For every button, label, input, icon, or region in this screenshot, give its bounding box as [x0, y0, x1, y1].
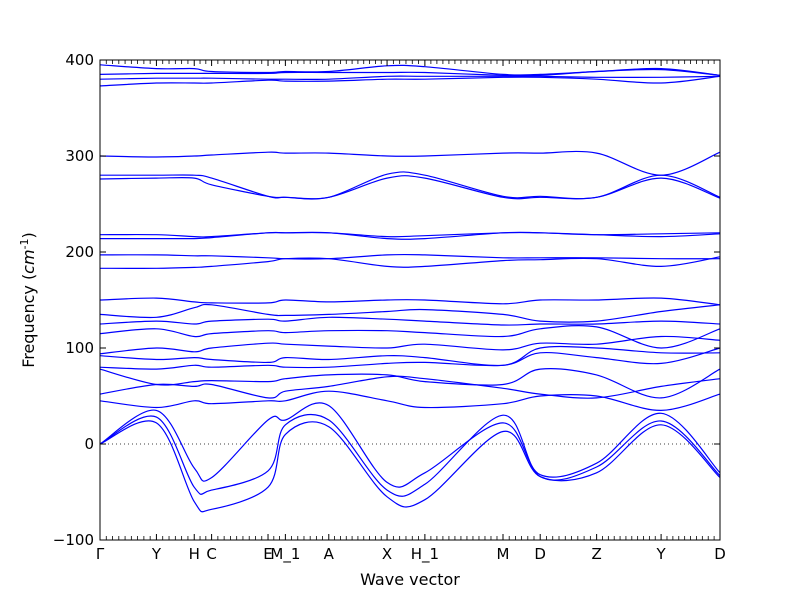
y-ticks: −100 0 100 200 300 400 — [53, 51, 720, 549]
band-7 — [99, 347, 721, 370]
band-3 — [99, 402, 721, 488]
x-tick-label: M — [497, 545, 510, 563]
plot-frame — [99, 59, 721, 541]
x-axis-label: Wave vector — [360, 570, 460, 589]
x-tick-label: A — [324, 545, 335, 563]
band-14 — [99, 256, 721, 269]
band-1 — [99, 420, 721, 513]
x-tick-label: X — [382, 545, 392, 563]
band-24 — [99, 64, 721, 76]
x-ticks: Γ Y H C EM_1 A X H_1 M D Z Y D — [96, 60, 726, 564]
x-tick-label: M_1 — [270, 545, 300, 564]
x-tick-label: D — [714, 545, 726, 563]
band-8 — [99, 345, 721, 367]
band-22 — [99, 75, 721, 81]
band-10 — [99, 325, 721, 349]
y-tick-label: 200 — [65, 243, 94, 261]
band-12 — [99, 303, 721, 323]
band-9 — [99, 335, 721, 355]
x-tick-label: H — [189, 545, 200, 563]
band-19 — [100, 171, 721, 200]
band-5 — [99, 375, 721, 399]
x-tick-label: Γ — [96, 545, 105, 563]
band-13 — [99, 297, 721, 306]
y-axis-label: Frequency (cm-1) — [18, 232, 39, 368]
x-tick-label: Y — [151, 545, 162, 563]
y-tick-label: 100 — [65, 339, 94, 357]
band-21 — [99, 75, 721, 87]
band-20 — [99, 150, 721, 176]
band-17 — [99, 231, 721, 238]
x-tick-label: E — [263, 545, 272, 563]
band-4 — [99, 390, 721, 412]
band-15 — [99, 253, 721, 260]
band-2 — [99, 413, 721, 497]
x-tick-label: H_1 — [411, 545, 439, 564]
x-tick-label: D — [534, 545, 546, 563]
x-tick-label: C — [206, 545, 216, 563]
y-tick-label: 400 — [65, 51, 94, 69]
x-tick-label: Y — [656, 545, 667, 563]
x-tick-label: Z — [591, 545, 601, 563]
bands — [99, 64, 721, 513]
y-tick-label: 0 — [84, 435, 94, 453]
y-tick-label: −100 — [53, 531, 94, 549]
band-11 — [99, 316, 721, 326]
y-tick-label: 300 — [65, 147, 94, 165]
band-6 — [99, 368, 721, 399]
